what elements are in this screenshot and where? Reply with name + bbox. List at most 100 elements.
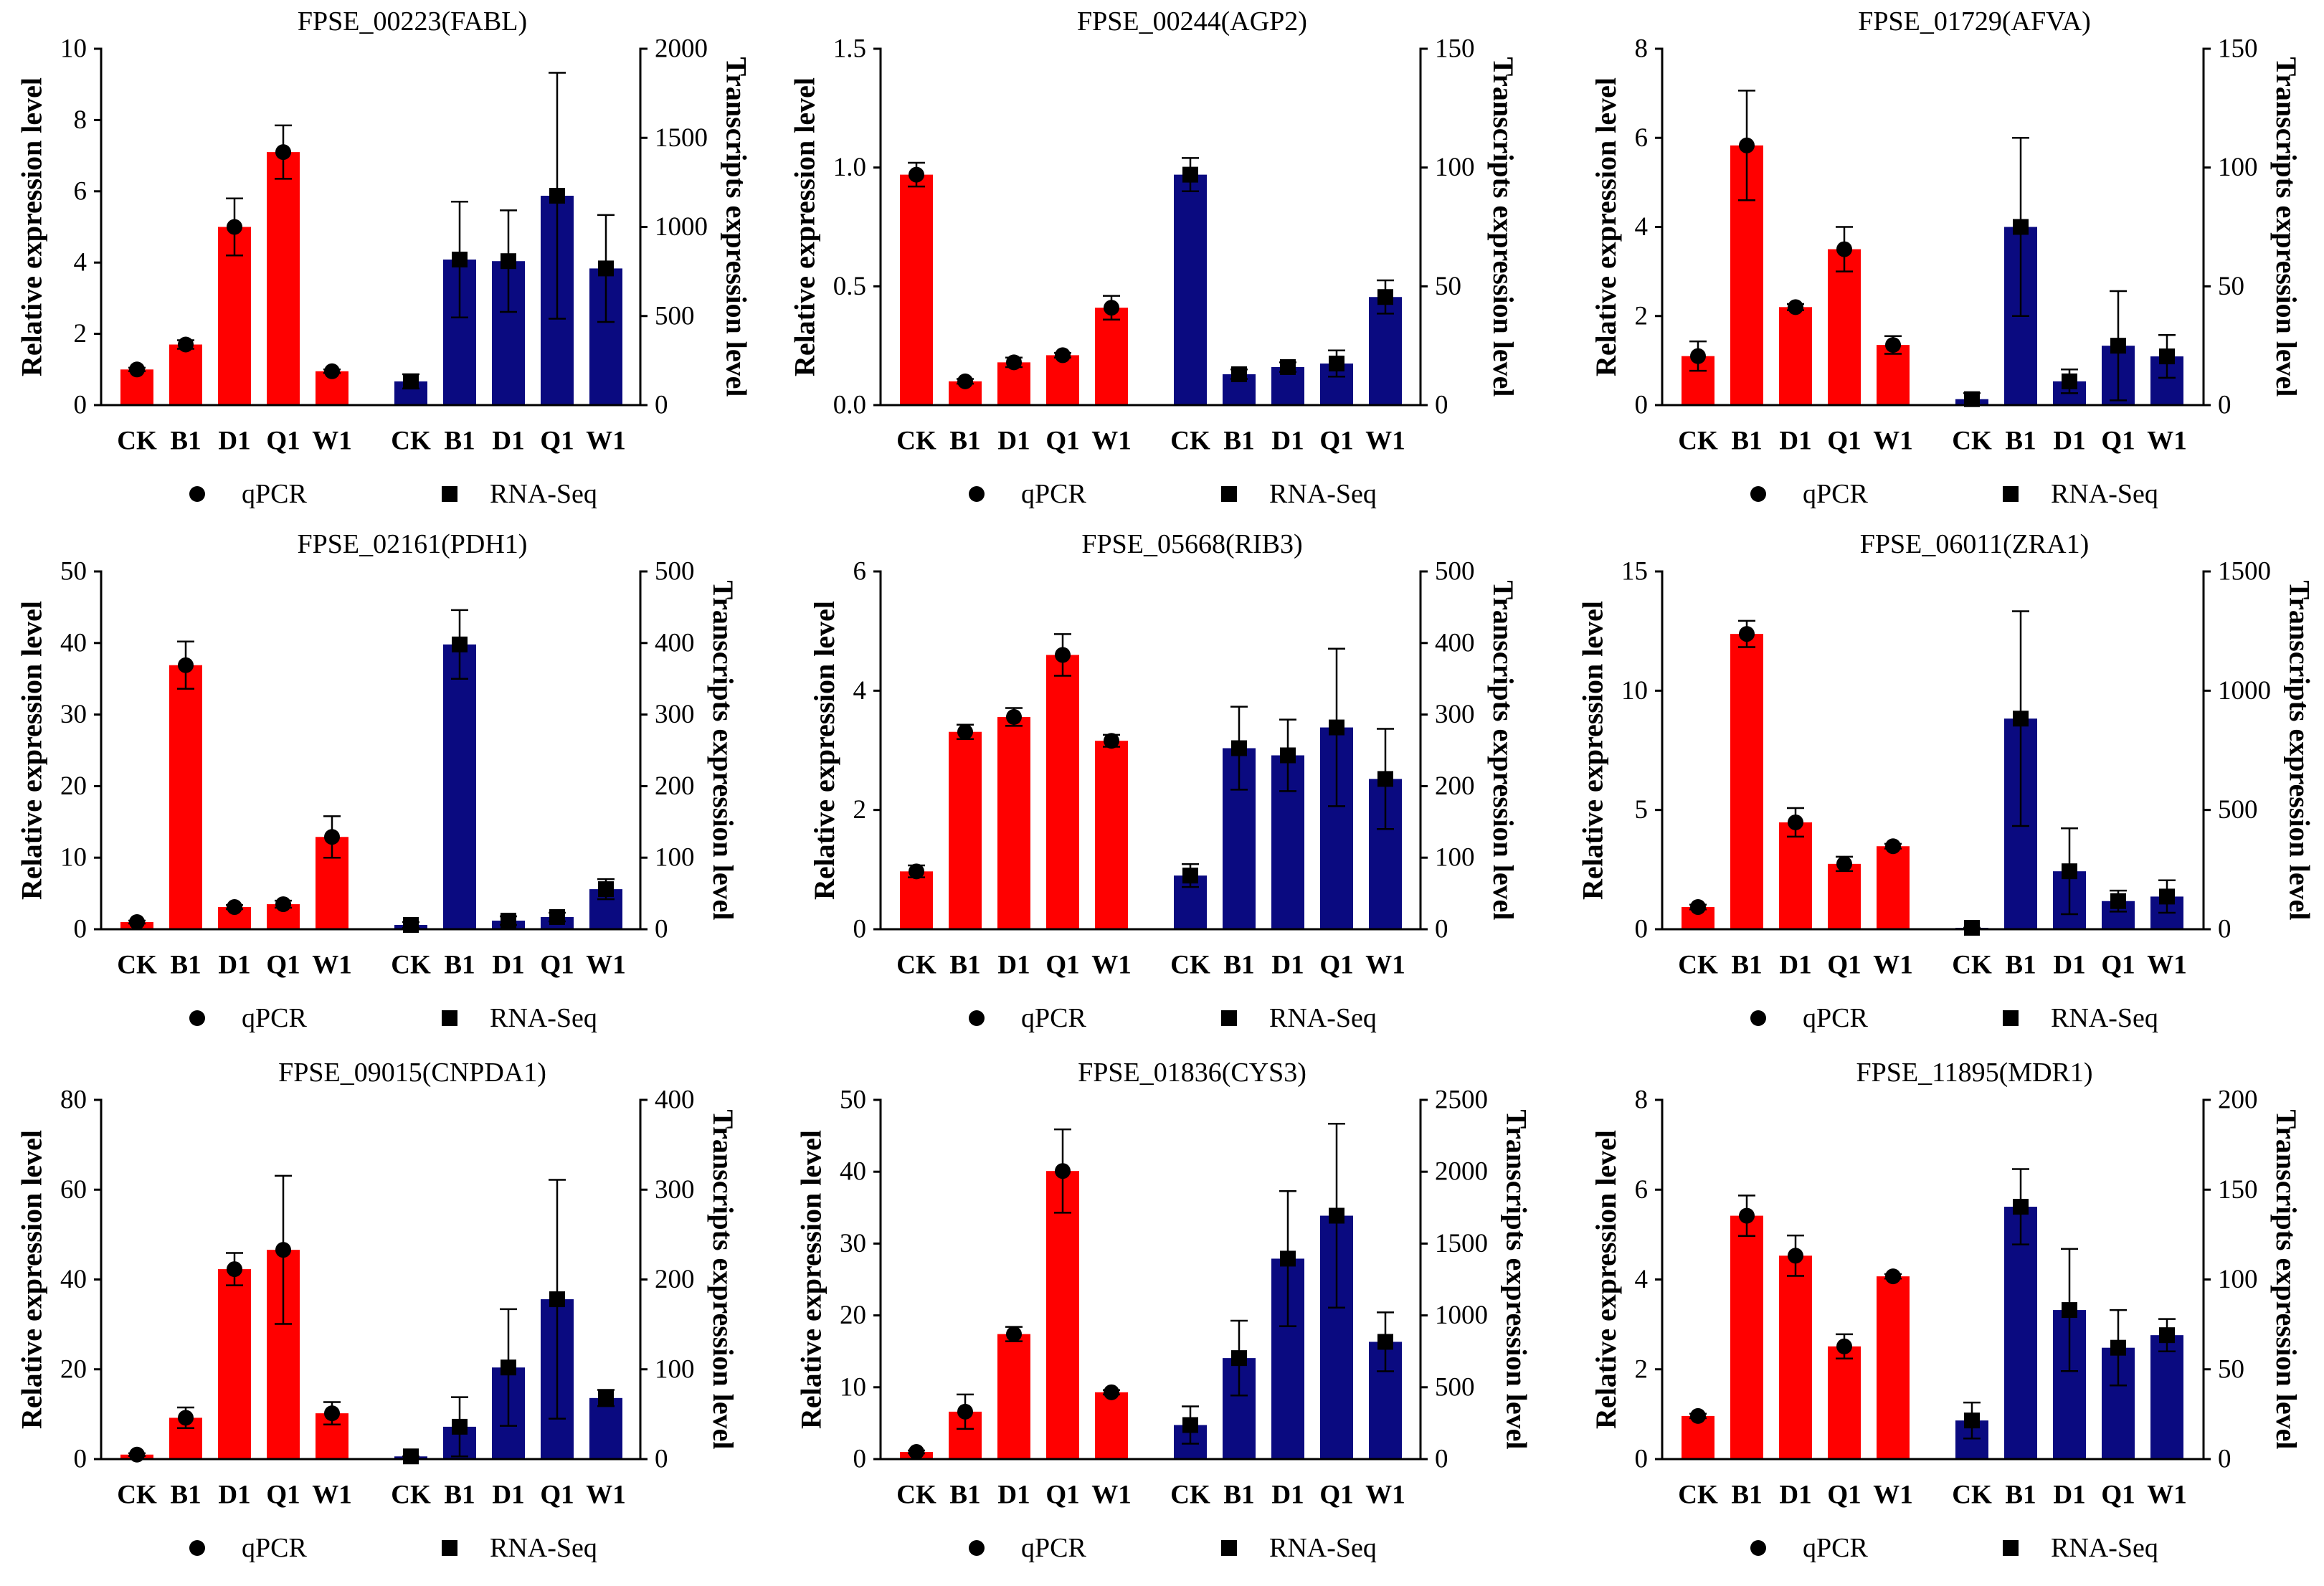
legend: qPCR RNA-Seq [189, 479, 597, 509]
rnaseq-point [1231, 740, 1247, 756]
qpcr-category-label: Q1 [266, 1481, 300, 1510]
rnaseq-point [501, 913, 516, 929]
legend-rnaseq-label: RNA-Seq [490, 479, 597, 509]
rnaseq-category-label: D1 [2053, 1481, 2085, 1510]
qpcr-bar-w1 [1877, 1276, 1910, 1459]
qpcr-point [1885, 337, 1901, 353]
left-tick-label: 60 [60, 1175, 87, 1205]
right-axis-title: Transcripts expression level [1501, 1109, 1533, 1449]
rnaseq-category-label: B1 [1223, 951, 1254, 980]
rnaseq-category-label: D1 [492, 951, 524, 980]
right-tick-label: 300 [655, 1175, 695, 1205]
qpcr-bar-w1 [1095, 741, 1128, 929]
chart-title: FPSE_01836(CYS3) [1078, 1058, 1306, 1088]
rnaseq-category-label: W1 [1365, 951, 1405, 980]
right-tick-label: 0 [2218, 1445, 2231, 1474]
rnaseq-point [2159, 1327, 2175, 1344]
rnaseq-category-label: B1 [2005, 427, 2036, 456]
left-tick-label: 0 [1635, 391, 1649, 420]
qpcr-point [1104, 300, 1119, 316]
rnaseq-bar-b1 [2004, 1207, 2037, 1459]
rnaseq-point [452, 1418, 468, 1435]
right-tick-label: 1500 [1435, 1229, 1488, 1258]
qpcr-point [1055, 347, 1071, 364]
qpcr-category-label: B1 [1731, 427, 1762, 456]
rnaseq-category-label: Q1 [540, 427, 574, 456]
qpcr-point [909, 1443, 924, 1460]
qpcr-category-label: CK [117, 427, 157, 456]
right-tick-label: 0 [1435, 915, 1448, 944]
left-tick-label: 15 [1621, 557, 1648, 587]
chart-title: FPSE_09015(CNPDA1) [278, 1058, 546, 1088]
rnaseq-category-label: Q1 [540, 951, 574, 980]
rnaseq-category-label: Q1 [2101, 427, 2135, 456]
right-tick-label: 500 [655, 557, 695, 587]
legend-qpcr-marker [969, 486, 985, 502]
qpcr-category-label: D1 [1779, 427, 1811, 456]
qpcr-category-label: Q1 [1827, 427, 1861, 456]
rnaseq-category-label: Q1 [2101, 951, 2135, 980]
qpcr-point [1836, 855, 1852, 872]
legend: qPCR RNA-Seq [189, 1003, 597, 1033]
right-tick-label: 2000 [655, 34, 708, 64]
legend-qpcr-label: qPCR [1803, 479, 1868, 509]
rnaseq-category-label: D1 [2053, 951, 2085, 980]
rnaseq-bar-b1 [443, 644, 476, 929]
rnaseq-point [2110, 893, 2126, 909]
right-tick-label: 500 [1435, 1372, 1475, 1402]
legend-rnaseq-marker [2003, 1010, 2019, 1026]
legend-rnaseq-label: RNA-Seq [1269, 479, 1377, 509]
left-tick-label: 4 [1635, 1265, 1649, 1294]
legend-rnaseq-marker [2003, 1540, 2019, 1556]
right-tick-label: 50 [2218, 272, 2244, 301]
legend-qpcr-label: qPCR [1021, 1003, 1086, 1033]
qpcr-point [1690, 899, 1706, 916]
qpcr-bar-b1 [949, 731, 982, 929]
legend-qpcr-label: qPCR [1021, 479, 1086, 509]
right-axis-title: Transcripts expression level [2270, 1109, 2302, 1449]
rnaseq-point [1231, 1350, 1247, 1367]
qpcr-bar-d1 [997, 716, 1030, 929]
chart-title: FPSE_05668(RIB3) [1081, 529, 1302, 559]
left-tick-label: 0 [1635, 915, 1649, 944]
qpcr-bar-d1 [997, 1334, 1030, 1459]
left-tick-label: 0 [853, 1445, 867, 1474]
chart-title: FPSE_02161(PDH1) [298, 529, 528, 559]
chart-panel-4: FPSE_02161(PDH1)010203040500100200300400… [16, 529, 740, 1033]
right-tick-label: 400 [1435, 628, 1475, 657]
rnaseq-category-label: B1 [444, 1481, 475, 1510]
legend-rnaseq-marker [1221, 1010, 1237, 1026]
right-tick-label: 100 [2218, 153, 2258, 182]
qpcr-point [1006, 354, 1022, 371]
qpcr-category-label: CK [896, 951, 936, 980]
rnaseq-category-label: CK [1952, 427, 1992, 456]
qpcr-point [324, 829, 340, 845]
chart-panel-3: FPSE_01729(AFVA) 0 2 4 6 8 0 50 100 150 Relative e… [1590, 6, 2302, 509]
rnaseq-category-label: CK [1952, 1481, 1992, 1510]
qpcr-bar-w1 [1877, 345, 1910, 405]
rnaseq-category-label: W1 [2147, 951, 2187, 980]
right-tick-label: 400 [655, 1086, 695, 1115]
qpcr-category-label: W1 [1873, 427, 1913, 456]
rnaseq-point [1964, 391, 1980, 407]
legend-qpcr-marker [969, 1010, 985, 1026]
left-axis-title: Relative expression level [1577, 601, 1609, 900]
left-tick-label: 6 [74, 176, 87, 206]
legend-rnaseq-marker [2003, 486, 2019, 502]
qpcr-bar-d1 [1779, 307, 1812, 405]
right-tick-label: 100 [1435, 153, 1475, 182]
left-axis-title: Relative expression level [16, 77, 48, 376]
chart-panel-6: FPSE_06011(ZRA1) 0 5 10 15 0 500 1000 1500 Relati… [1577, 529, 2316, 1033]
left-tick-label: 20 [60, 771, 87, 801]
rnaseq-point [549, 909, 565, 926]
left-axis-title: Relative expression level [1590, 77, 1622, 376]
chart-panel-1: FPSE_00223(FABL) 0 2 4 6 8 10 0 500 1000 1500 2000 R… [16, 6, 753, 509]
rnaseq-category-label: W1 [1365, 1481, 1405, 1510]
qpcr-bar-d1 [218, 227, 251, 405]
qpcr-category-label: B1 [170, 427, 201, 456]
qpcr-point [957, 1403, 973, 1420]
qpcr-bar-d1 [1779, 1255, 1812, 1459]
left-tick-label: 1.5 [833, 34, 866, 64]
qpcr-category-label: W1 [312, 1481, 352, 1510]
right-tick-label: 1500 [655, 123, 708, 153]
